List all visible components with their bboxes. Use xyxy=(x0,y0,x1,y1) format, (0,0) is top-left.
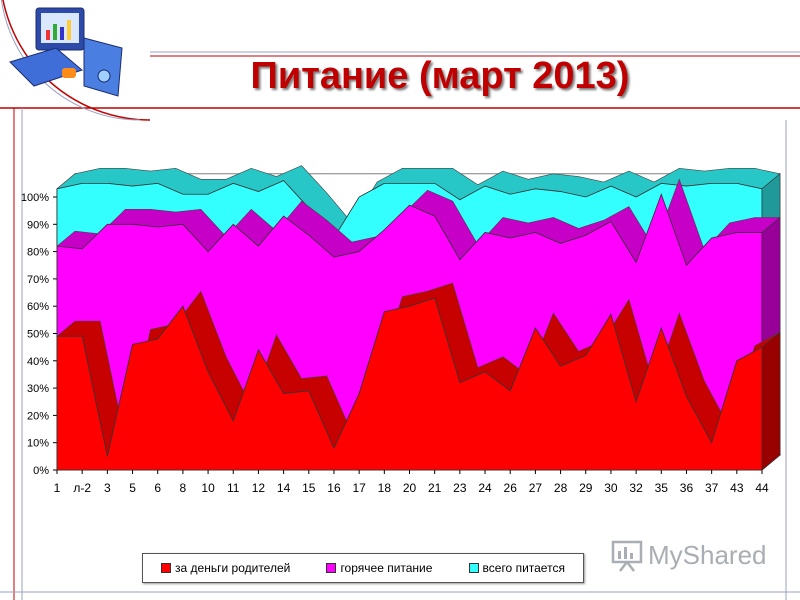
legend-label-hot: горячее питание xyxy=(340,561,433,575)
x-tick-label: 44 xyxy=(755,481,769,495)
x-tick-label: 35 xyxy=(655,481,669,495)
watermark: MyShared xyxy=(610,537,767,573)
y-tick-label: 90% xyxy=(27,219,49,231)
x-tick-label: 37 xyxy=(705,481,719,495)
x-tick-label: 28 xyxy=(554,481,568,495)
y-tick-label: 30% xyxy=(27,383,49,395)
x-tick-label: 11 xyxy=(227,481,240,495)
x-axis: 1 л-2 3 5 6 8 10 11 12 14 15 16 17 18 20 21 23 24 26 27 28 29… xyxy=(54,470,769,495)
y-tick-label: 80% xyxy=(27,247,49,259)
computer-clipart-icon xyxy=(9,7,123,97)
x-tick-label: 16 xyxy=(327,481,341,495)
chart-series xyxy=(56,165,781,471)
legend-item-hot: горячее питание xyxy=(326,561,432,575)
legend-swatch-total xyxy=(468,563,479,573)
presentation-board-icon xyxy=(611,540,643,572)
x-tick-label: 12 xyxy=(252,481,266,495)
x-tick-label: 24 xyxy=(478,481,492,495)
y-axis: 0% 10% 20% 30% 40% 50% 60% 70% 80% 90% 100% xyxy=(21,192,57,477)
x-tick-label: 29 xyxy=(579,481,593,495)
x-tick-label: 14 xyxy=(277,481,291,495)
y-tick-label: 20% xyxy=(27,410,49,422)
y-tick-label: 100% xyxy=(21,192,49,204)
x-tick-label: 21 xyxy=(428,481,442,495)
x-tick-label: 1 xyxy=(54,481,61,495)
x-tick-label: 20 xyxy=(403,481,417,495)
x-tick-label: 8 xyxy=(180,481,187,495)
x-tick-label: 36 xyxy=(680,481,694,495)
series-0 xyxy=(56,282,781,471)
legend-label-parents: за деньги родителей xyxy=(175,561,291,575)
x-tick-label: 17 xyxy=(352,481,366,495)
legend-label-total: всего питается xyxy=(482,561,565,575)
x-tick-label: 30 xyxy=(604,481,618,495)
x-tick-label: 18 xyxy=(378,481,392,495)
legend-swatch-hot xyxy=(326,563,337,573)
x-tick-label: 26 xyxy=(504,481,518,495)
x-tick-label: л-2 xyxy=(73,481,91,495)
slide-title: Питание (март 2013) xyxy=(250,55,630,97)
x-tick-label: 5 xyxy=(129,481,136,495)
x-tick-label: 32 xyxy=(629,481,643,495)
y-tick-label: 50% xyxy=(27,329,49,341)
x-tick-label: 27 xyxy=(529,481,543,495)
x-tick-label: 6 xyxy=(154,481,161,495)
y-tick-label: 70% xyxy=(27,274,49,286)
y-tick-label: 10% xyxy=(27,438,49,450)
legend-item-total: всего питается xyxy=(468,561,565,575)
legend-swatch-parents xyxy=(161,563,172,573)
y-tick-label: 40% xyxy=(27,356,49,368)
x-tick-label: 3 xyxy=(104,481,111,495)
x-tick-label: 23 xyxy=(453,481,467,495)
x-tick-label: 43 xyxy=(730,481,744,495)
legend-item-parents: за деньги родителей xyxy=(161,561,290,575)
legend: за деньги родителей горячее питание всег… xyxy=(142,553,584,583)
watermark-text: MyShared xyxy=(648,539,767,570)
y-tick-label: 60% xyxy=(27,301,49,313)
series-0-area xyxy=(56,297,763,471)
y-tick-label: 0% xyxy=(33,465,49,477)
x-tick-label: 10 xyxy=(201,481,215,495)
series-0-side-face xyxy=(761,331,781,471)
x-tick-label: 15 xyxy=(302,481,316,495)
